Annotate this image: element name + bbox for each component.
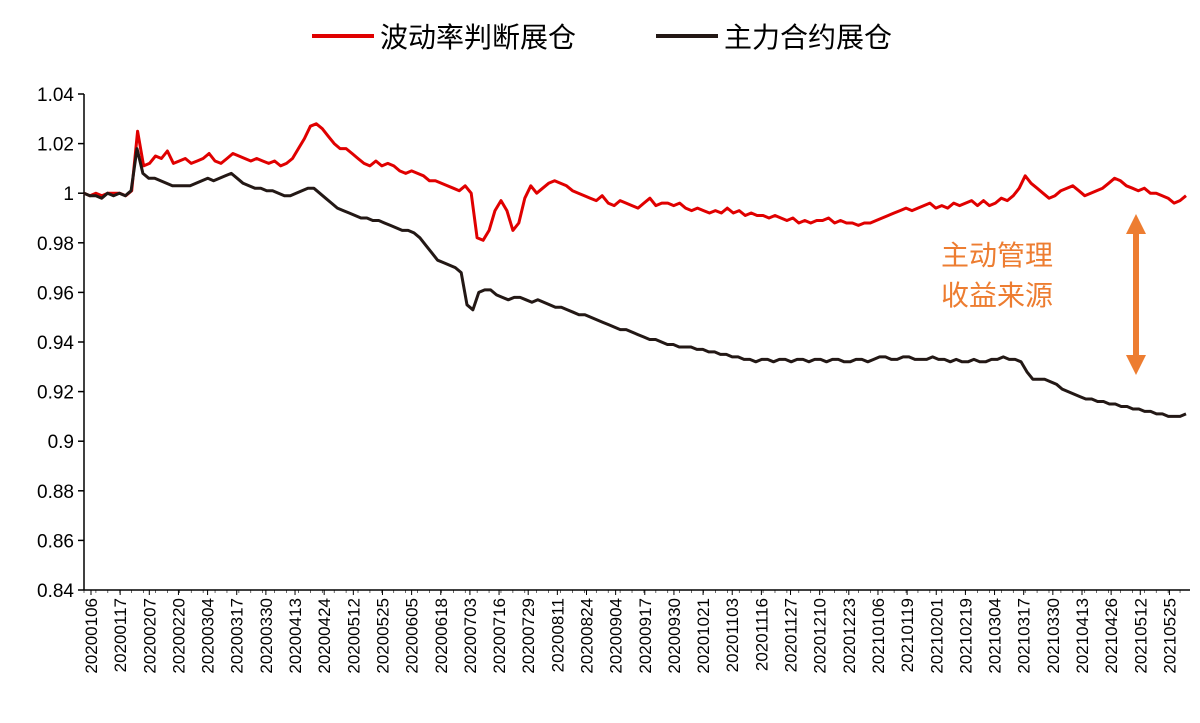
x-tick-label: 20200917 — [636, 598, 655, 674]
x-tick-label: 20200525 — [373, 598, 392, 674]
x-tick-label: 20201021 — [694, 598, 713, 674]
arrow-head-down — [1126, 355, 1146, 375]
x-tick-label: 20210512 — [1131, 598, 1150, 674]
legend-label-volatility: 波动率判断展仓 — [380, 21, 577, 54]
x-tick-label: 20200424 — [315, 598, 334, 674]
legend: 波动率判断展仓 主力合约展仓 — [0, 14, 1200, 58]
x-tick-label: 20200605 — [403, 598, 422, 674]
annotation-line-1: 主动管理 — [940, 239, 1053, 272]
y-tick-label: 0.98 — [37, 234, 74, 255]
legend-item-main-contract: 主力合约展仓 — [656, 14, 892, 58]
x-tick-label: 20210317 — [1015, 598, 1034, 674]
x-tick-label: 20200729 — [519, 598, 538, 674]
y-tick-label: 0.96 — [37, 283, 74, 304]
chart-axes — [83, 94, 1190, 591]
series-lines — [83, 122, 1187, 418]
double-arrow-icon — [1126, 214, 1146, 375]
legend-item-volatility: 波动率判断展仓 — [312, 14, 576, 58]
legend-swatch-volatility — [312, 34, 374, 38]
y-tick-label: 0.88 — [37, 482, 74, 503]
x-tick-label: 20200106 — [82, 598, 101, 674]
legend-swatch-main-contract — [656, 34, 718, 38]
x-tick-label: 20200811 — [548, 598, 567, 672]
x-tick-label: 20210201 — [927, 598, 946, 674]
x-axis-ticks: 20200106 20200117 20200207 20200220 20200304… — [82, 590, 1181, 674]
y-axis-ticks: 0.84 0.86 0.88 0.9 0.92 0.94 0.96 0.98 1 1.02 1.04 — [37, 85, 84, 602]
annotation-label: 主动管理 收益来源 — [922, 236, 1072, 316]
x-tick-label: 20200703 — [461, 598, 480, 674]
y-tick-label: 1 — [63, 184, 74, 205]
x-tick-label: 20210219 — [956, 598, 975, 674]
x-tick-label: 20200330 — [257, 598, 276, 674]
x-tick-label: 20200117 — [111, 598, 130, 672]
y-tick-label: 1.04 — [37, 85, 74, 106]
x-tick-label: 20200304 — [199, 598, 218, 674]
arrow-head-up — [1126, 214, 1146, 234]
annotation-line-2: 收益来源 — [940, 279, 1053, 312]
x-tick-label: 20200207 — [140, 598, 159, 674]
series-volatility-line — [83, 122, 1187, 242]
y-tick-label: 0.84 — [37, 581, 74, 602]
y-tick-label: 0.92 — [37, 383, 74, 404]
x-tick-label: 20201116 — [752, 598, 771, 671]
x-tick-label: 20210525 — [1160, 598, 1179, 674]
x-tick-label: 20200618 — [432, 598, 451, 674]
x-tick-label: 20201103 — [723, 598, 742, 672]
series-main-contract-line — [83, 147, 1187, 418]
x-tick-label: 20210330 — [1044, 598, 1063, 674]
x-tick-label: 20201223 — [840, 598, 859, 674]
x-tick-label: 20200930 — [665, 598, 684, 674]
x-tick-label: 20210426 — [1102, 598, 1121, 674]
y-tick-label: 0.86 — [37, 531, 74, 552]
x-tick-label: 20200413 — [286, 598, 305, 674]
x-tick-label: 20201127 — [782, 598, 801, 672]
x-tick-label: 20210119 — [898, 598, 917, 672]
y-tick-label: 1.02 — [37, 135, 74, 156]
x-tick-label: 20210413 — [1073, 598, 1092, 674]
x-tick-label: 20200824 — [577, 598, 596, 674]
y-tick-label: 0.9 — [48, 432, 74, 453]
y-tick-label: 0.94 — [37, 333, 74, 354]
x-tick-label: 20200716 — [490, 598, 509, 674]
x-tick-label: 20201210 — [811, 598, 830, 674]
legend-label-main-contract: 主力合约展仓 — [724, 21, 893, 54]
x-tick-label: 20210304 — [986, 598, 1005, 674]
x-tick-label: 20200220 — [169, 598, 188, 674]
x-tick-label: 20210106 — [869, 598, 888, 674]
x-tick-label: 20200904 — [607, 598, 626, 674]
x-tick-label: 20200317 — [228, 598, 247, 674]
x-tick-label: 20200512 — [344, 598, 363, 674]
